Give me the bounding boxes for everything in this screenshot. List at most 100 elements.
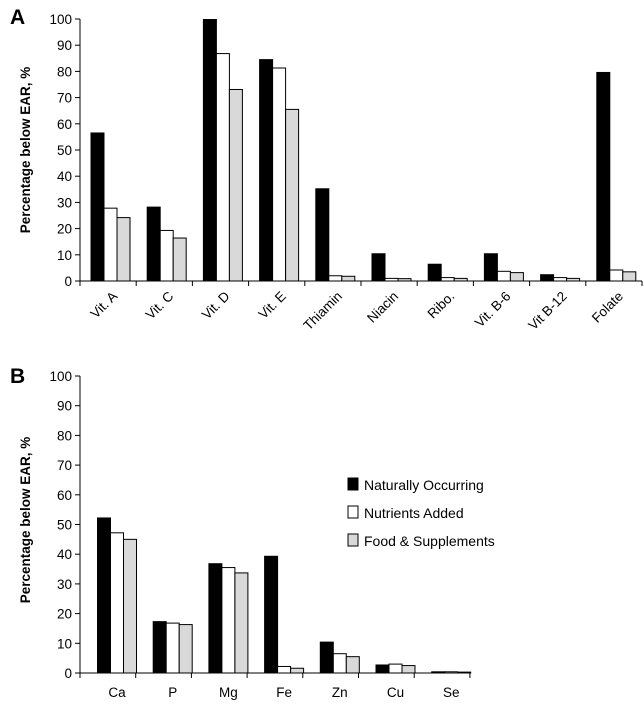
panel-a-x-tick-label: Vit B-12 bbox=[525, 289, 569, 333]
panel-a-bar-nutrients-added bbox=[329, 276, 342, 281]
panel-b-y-tick-label: 60 bbox=[57, 488, 72, 503]
panel-a-bar-naturally-occurring bbox=[428, 264, 441, 281]
legend-label-food-supplements: Food & Supplements bbox=[364, 533, 495, 549]
panel-a-bar-food-supplements bbox=[454, 278, 467, 281]
panel-a-bar-nutrients-added bbox=[104, 208, 117, 281]
panel-a-x-tick-label: Vit. D bbox=[199, 288, 233, 322]
panel-a-x-tick-label: Vit. C bbox=[143, 288, 177, 322]
panel-b-y-tick-label: 0 bbox=[64, 666, 72, 681]
panel-a-bar-naturally-occurring bbox=[597, 72, 610, 281]
panel-a-bar-nutrients-added bbox=[554, 278, 567, 281]
panel-a-bar-naturally-occurring bbox=[91, 133, 104, 281]
panel-b-bar-nutrients-added bbox=[111, 533, 124, 673]
panel-b-x-tick-label: Cu bbox=[387, 685, 404, 700]
panel-b-x-tick-label: P bbox=[168, 685, 177, 700]
panel-a-y-tick-label: 100 bbox=[49, 12, 72, 27]
panel-a-x-tick-label: Vit. B-6 bbox=[472, 289, 514, 331]
panel-a-y-tick-label: 50 bbox=[57, 143, 72, 158]
panel-b-bar-nutrients-added bbox=[166, 623, 179, 673]
panel-a-bar-nutrients-added bbox=[497, 271, 510, 281]
panel-b-bar-food-supplements bbox=[458, 672, 471, 673]
panel-b-bar-nutrients-added bbox=[333, 654, 346, 673]
panel-a-y-axis-label: Percentage below EAR, % bbox=[18, 67, 33, 234]
panel-b-bar-naturally-occurring bbox=[98, 518, 111, 673]
panel-a-y-tick-label: 0 bbox=[64, 274, 72, 289]
legend-swatch-food-supplements bbox=[348, 534, 358, 546]
panel-a: A Percentage below EAR, % 01020304050607… bbox=[10, 6, 642, 333]
panel-b-y-axis-label: Percentage below EAR, % bbox=[18, 437, 33, 604]
panel-a-bar-food-supplements bbox=[567, 278, 580, 281]
panel-b-bar-nutrients-added bbox=[445, 672, 458, 673]
panel-b-letter: B bbox=[10, 365, 25, 388]
panel-a-bar-nutrients-added bbox=[216, 54, 229, 281]
panel-a-bar-nutrients-added bbox=[273, 68, 286, 281]
panel-a-y-tick-label: 20 bbox=[57, 222, 72, 237]
panel-a-bar-naturally-occurring bbox=[484, 254, 497, 281]
legend-label-naturally-occurring: Naturally Occurring bbox=[364, 477, 484, 493]
panel-a-bar-naturally-occurring bbox=[260, 60, 273, 281]
panel-a-bar-naturally-occurring bbox=[147, 207, 160, 281]
panel-b-x-tick-label: Se bbox=[443, 685, 460, 700]
panel-a-y-tick-label: 10 bbox=[57, 248, 72, 263]
panel-a-y-tick-label: 30 bbox=[57, 195, 72, 210]
panel-a-bar-food-supplements bbox=[229, 89, 242, 281]
panel-a-y-tick-label: 80 bbox=[57, 64, 72, 79]
panel-b-y-tick-label: 20 bbox=[57, 607, 72, 622]
panel-a-y-tick-label: 60 bbox=[57, 117, 72, 132]
panel-b-bar-food-supplements bbox=[124, 539, 137, 673]
panel-b-x-tick-label: Fe bbox=[276, 685, 292, 700]
panel-a-x-tick-label: Ribo. bbox=[425, 289, 458, 322]
panel-b-y-tick-label: 50 bbox=[57, 518, 72, 533]
panel-a-bar-naturally-occurring bbox=[372, 254, 385, 281]
panel-a-x-tick-label: Vit. E bbox=[256, 289, 289, 322]
panel-b-y-tick-label: 10 bbox=[57, 636, 72, 651]
panel-a-bar-food-supplements bbox=[286, 109, 299, 281]
panel-b-y-tick-label: 70 bbox=[57, 458, 72, 473]
panel-a-bar-food-supplements bbox=[398, 279, 411, 281]
panel-a-bar-nutrients-added bbox=[610, 270, 623, 281]
panel-a-bar-naturally-occurring bbox=[541, 275, 554, 281]
panel-a-bar-nutrients-added bbox=[441, 278, 454, 281]
panel-b-bar-nutrients-added bbox=[389, 664, 402, 673]
panel-a-y-tick-label: 90 bbox=[57, 38, 72, 53]
panel-a-bar-food-supplements bbox=[173, 238, 186, 281]
panel-b-bar-naturally-occurring bbox=[209, 564, 222, 673]
legend-swatch-naturally-occurring bbox=[348, 478, 358, 490]
panel-a-bar-naturally-occurring bbox=[316, 189, 329, 281]
panel-b-x-tick-label: Ca bbox=[108, 685, 126, 700]
panel-a-bar-food-supplements bbox=[117, 218, 130, 281]
panel-a-y-tick-label: 70 bbox=[57, 91, 72, 106]
panel-b-bar-food-supplements bbox=[235, 573, 248, 673]
panel-a-x-tick-label: Niacin bbox=[364, 289, 401, 326]
panel-b-y-tick-label: 30 bbox=[57, 577, 72, 592]
legend-swatch-nutrients-added bbox=[348, 506, 358, 518]
legend: Naturally Occurring Nutrients Added Food &… bbox=[348, 477, 495, 549]
panel-b-bar-food-supplements bbox=[179, 625, 192, 673]
panel-b-y-tick-label: 90 bbox=[57, 399, 72, 414]
panel-a-x-tick-label: Folate bbox=[589, 289, 626, 326]
panel-b-x-tick-label: Zn bbox=[332, 685, 348, 700]
legend-label-nutrients-added: Nutrients Added bbox=[364, 505, 464, 521]
panel-b-bar-naturally-occurring bbox=[153, 622, 166, 673]
panel-b-bar-naturally-occurring bbox=[432, 672, 445, 673]
panel-a-x-tick-label: Thiamin bbox=[300, 289, 345, 334]
panel-b-bar-food-supplements bbox=[346, 657, 359, 673]
panel-a-bar-food-supplements bbox=[342, 276, 355, 281]
panel-b-x-tick-label: Mg bbox=[219, 685, 238, 700]
panel-a-y-tick-label: 40 bbox=[57, 169, 72, 184]
panel-b-y-tick-label: 40 bbox=[57, 547, 72, 562]
panel-b-y-tick-label: 100 bbox=[49, 369, 72, 384]
panel-a-bar-nutrients-added bbox=[160, 230, 173, 281]
panel-a-bar-food-supplements bbox=[623, 272, 636, 281]
panel-b-bar-food-supplements bbox=[402, 666, 415, 673]
panel-b-bar-nutrients-added bbox=[222, 568, 235, 673]
panel-b-bar-food-supplements bbox=[291, 668, 304, 673]
panel-b-bar-naturally-occurring bbox=[376, 665, 389, 673]
panel-a-bar-nutrients-added bbox=[385, 278, 398, 281]
panel-a-bar-food-supplements bbox=[510, 273, 523, 281]
panel-b-y-tick-label: 80 bbox=[57, 428, 72, 443]
panel-b-bar-naturally-occurring bbox=[320, 642, 333, 673]
panel-b-bar-nutrients-added bbox=[278, 666, 291, 673]
panel-a-x-tick-label: Vit. A bbox=[87, 289, 120, 322]
